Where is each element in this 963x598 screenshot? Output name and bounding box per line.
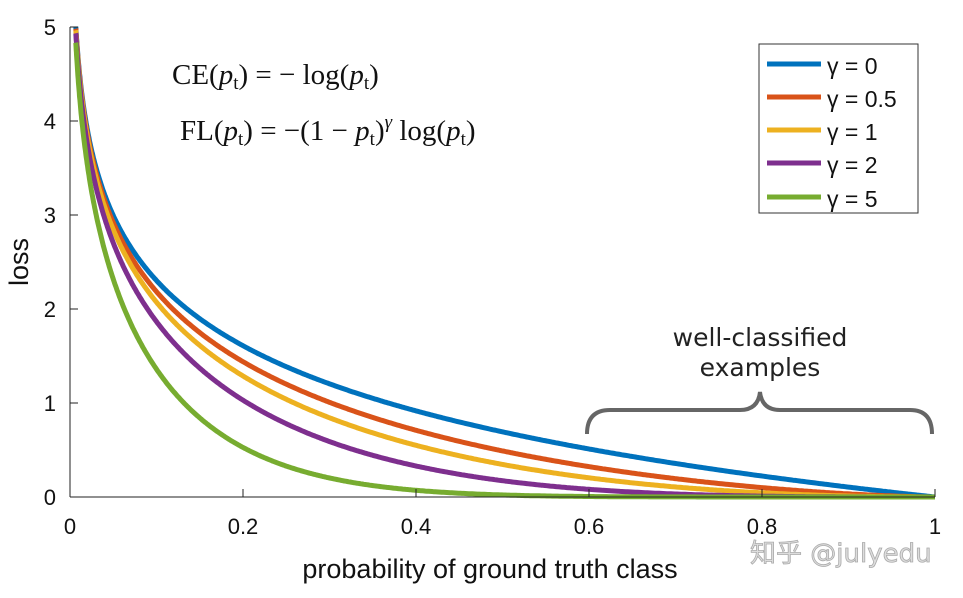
y-tick-label: 1 xyxy=(44,391,56,416)
svg-text:CE(pt) = − log(pt): CE(pt) = − log(pt) xyxy=(172,59,379,94)
y-tick-label: 5 xyxy=(44,15,56,40)
series-line-gamma-1 xyxy=(73,28,936,500)
annotation-line2: examples xyxy=(700,353,821,382)
well-classified-annotation: well-classified examples xyxy=(585,323,934,435)
legend-label: γ = 1 xyxy=(827,119,878,145)
watermark: 知乎 @julyedu xyxy=(750,539,932,569)
legend-label: γ = 0 xyxy=(827,53,878,79)
y-tick-label: 3 xyxy=(44,203,56,228)
curves xyxy=(73,25,936,500)
ce-formula: CE(pt) = − log(pt) xyxy=(172,59,379,94)
y-tick-label: 4 xyxy=(44,109,56,134)
legend-label: γ = 5 xyxy=(827,186,878,212)
legend-item: γ = 0 xyxy=(767,53,878,79)
legend-item: γ = 0.5 xyxy=(767,86,897,112)
annotation-line1: well-classified xyxy=(673,323,848,352)
x-tick-label: 0.2 xyxy=(228,514,259,539)
y-axis-label: loss xyxy=(4,238,34,286)
legend-label: γ = 0.5 xyxy=(827,86,897,112)
curly-brace xyxy=(585,391,934,435)
legend: γ = 0 γ = 0.5 γ = 1 γ = 2 γ = 5 xyxy=(758,43,919,214)
x-tick-label: 0 xyxy=(64,514,76,539)
legend-item: γ = 1 xyxy=(767,119,878,145)
series-line-gamma-0 xyxy=(73,25,936,500)
x-tick-label: 0.6 xyxy=(574,514,605,539)
x-tick-label: 1 xyxy=(929,514,941,539)
legend-item: γ = 2 xyxy=(767,152,878,178)
svg-text:FL(pt) = −(1 − pt)γ log(pt): FL(pt) = −(1 − pt)γ log(pt) xyxy=(180,112,476,150)
legend-item: γ = 5 xyxy=(767,186,878,212)
x-axis-label: probability of ground truth class xyxy=(302,554,677,584)
y-tick-label: 2 xyxy=(44,297,56,322)
x-tick-label: 0.4 xyxy=(401,514,432,539)
series-line-gamma-0-5 xyxy=(73,26,936,500)
x-tick-label: 0.8 xyxy=(747,514,778,539)
y-tick-label: 0 xyxy=(44,485,56,510)
ticks: 0 0.2 0.4 0.6 0.8 1 0 1 2 3 4 5 xyxy=(44,15,941,539)
fl-formula: FL(pt) = −(1 − pt)γ log(pt) xyxy=(180,112,476,150)
legend-label: γ = 2 xyxy=(827,152,878,178)
